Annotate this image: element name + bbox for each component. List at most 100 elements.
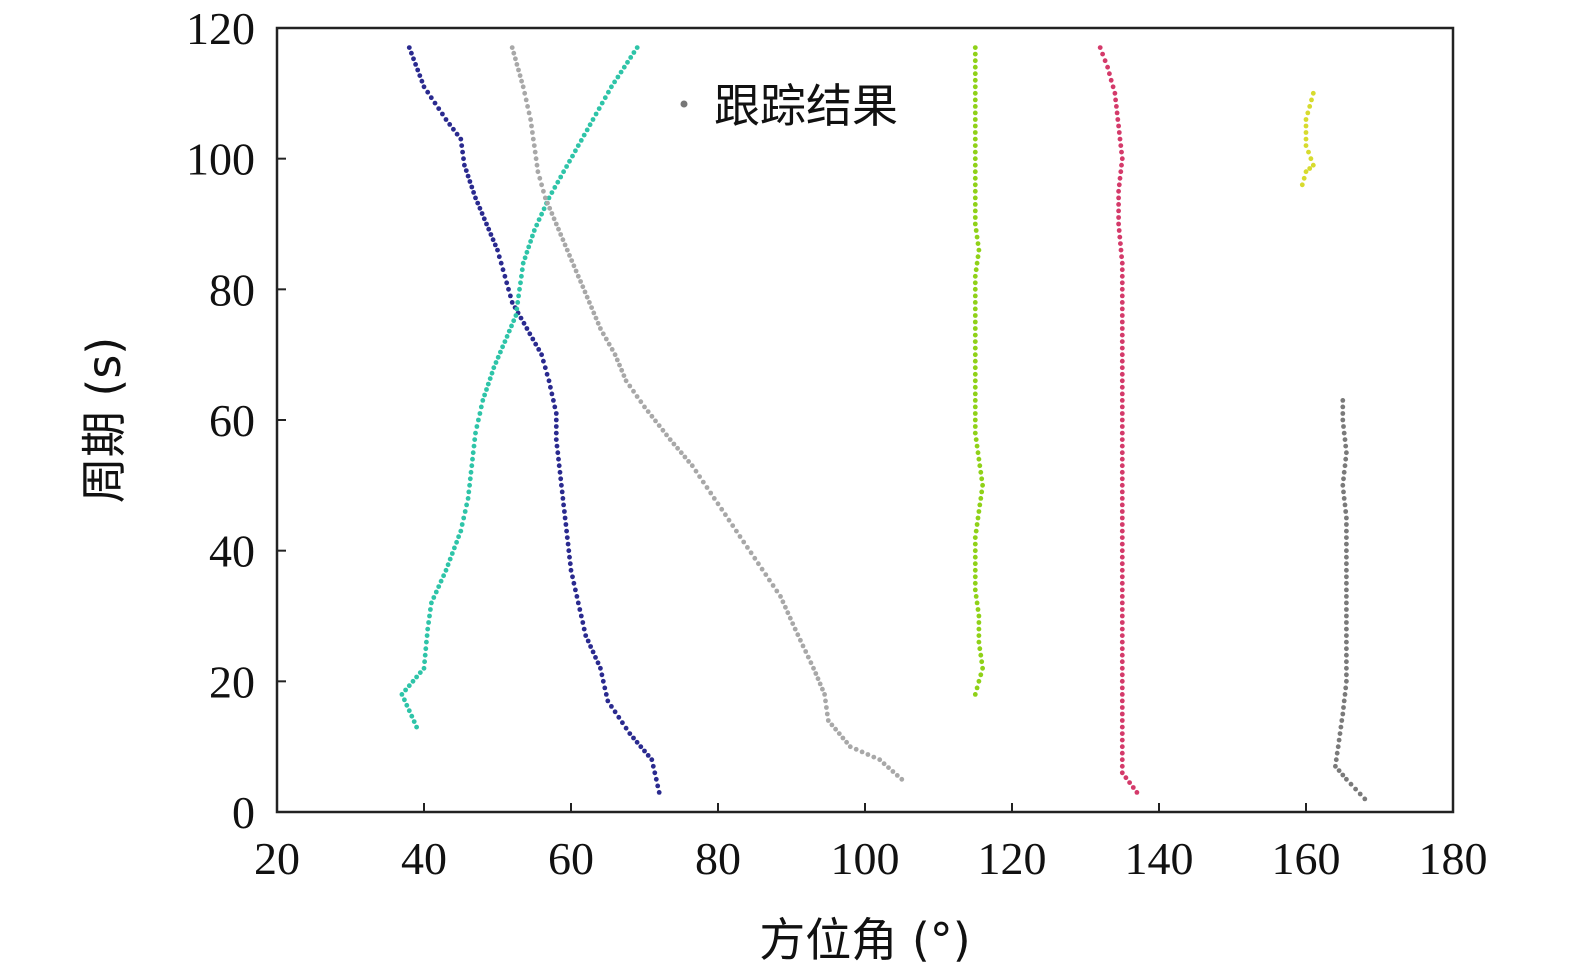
data-point — [478, 404, 484, 410]
data-point — [1305, 110, 1311, 116]
data-point — [1301, 175, 1307, 181]
data-point — [972, 293, 978, 299]
data-point — [980, 665, 985, 671]
data-point — [627, 731, 633, 736]
data-point — [859, 749, 865, 755]
data-point — [609, 84, 614, 90]
data-point — [467, 179, 473, 184]
data-point — [972, 339, 978, 344]
data-point — [972, 378, 978, 384]
data-point — [1303, 136, 1309, 142]
data-point — [1119, 541, 1125, 547]
data-point — [1119, 365, 1125, 371]
data-point — [631, 50, 637, 55]
data-point — [741, 539, 747, 545]
data-point — [1344, 665, 1349, 671]
data-point — [1344, 672, 1349, 678]
data-point — [495, 354, 501, 360]
data-point — [528, 239, 533, 244]
data-point — [1342, 502, 1348, 508]
data-point — [1119, 646, 1125, 652]
data-point — [1119, 750, 1125, 756]
data-point — [756, 561, 761, 567]
data-point — [1119, 659, 1125, 665]
data-point — [424, 639, 429, 645]
data-point — [480, 398, 486, 403]
data-point — [972, 417, 978, 423]
data-point — [972, 90, 978, 96]
data-point — [978, 496, 984, 501]
data-point — [447, 122, 453, 127]
data-point — [1307, 104, 1313, 109]
data-point — [500, 344, 505, 350]
data-point — [829, 722, 835, 728]
data-point — [1344, 620, 1349, 625]
data-point — [1337, 731, 1343, 736]
data-point — [976, 613, 982, 619]
data-point — [972, 384, 978, 390]
data-point — [1119, 371, 1125, 377]
data-point — [561, 502, 566, 508]
data-point — [569, 258, 575, 263]
data-point — [460, 149, 465, 155]
x-tick-label-2: 60 — [548, 833, 594, 884]
legend-label: 跟踪结果 — [714, 79, 898, 133]
data-point — [458, 136, 464, 142]
data-point — [840, 735, 846, 741]
data-point — [1116, 228, 1122, 233]
data-point — [530, 130, 535, 135]
data-point — [803, 649, 809, 654]
data-point — [1116, 188, 1121, 194]
data-point — [972, 136, 978, 142]
data-point — [763, 572, 769, 577]
data-point — [415, 67, 421, 73]
data-point — [975, 254, 981, 260]
data-point — [1114, 110, 1120, 116]
data-point — [1344, 613, 1349, 619]
data-point — [631, 735, 636, 741]
data-point — [1119, 430, 1125, 436]
data-point — [972, 300, 978, 305]
data-point — [557, 469, 563, 475]
data-point — [1119, 665, 1125, 671]
data-point — [1108, 77, 1114, 83]
data-point — [560, 496, 566, 501]
data-point — [464, 502, 469, 508]
data-point — [555, 179, 561, 185]
data-point — [474, 424, 480, 429]
data-point — [972, 58, 978, 64]
data-point — [410, 678, 416, 684]
data-point — [1119, 358, 1125, 364]
data-point — [972, 175, 978, 181]
series-3 — [972, 45, 985, 697]
data-point — [449, 551, 455, 556]
data-point — [977, 463, 983, 469]
data-point — [509, 323, 514, 329]
data-point — [1119, 731, 1125, 736]
data-point — [552, 404, 558, 410]
data-point — [1119, 280, 1125, 286]
data-point — [530, 233, 535, 239]
data-point — [529, 123, 534, 129]
data-point — [972, 169, 978, 175]
data-point — [593, 111, 599, 117]
y-tick-label-2: 40 — [209, 526, 255, 577]
data-point — [1299, 182, 1305, 188]
data-point — [1119, 600, 1125, 606]
data-point — [487, 376, 493, 381]
data-point — [1119, 424, 1125, 429]
data-point — [1353, 786, 1358, 792]
data-point — [1303, 117, 1309, 122]
data-point — [1119, 149, 1124, 155]
data-point — [580, 620, 586, 625]
data-point — [667, 437, 673, 442]
data-point — [656, 423, 662, 428]
data-point — [443, 117, 449, 122]
data-point — [1307, 166, 1313, 171]
data-point — [972, 123, 978, 129]
data-point — [612, 352, 618, 358]
x-axis-title: 方位角 (°) — [759, 913, 971, 967]
data-point — [490, 237, 496, 243]
data-point — [1357, 791, 1363, 797]
data-point — [556, 463, 562, 469]
